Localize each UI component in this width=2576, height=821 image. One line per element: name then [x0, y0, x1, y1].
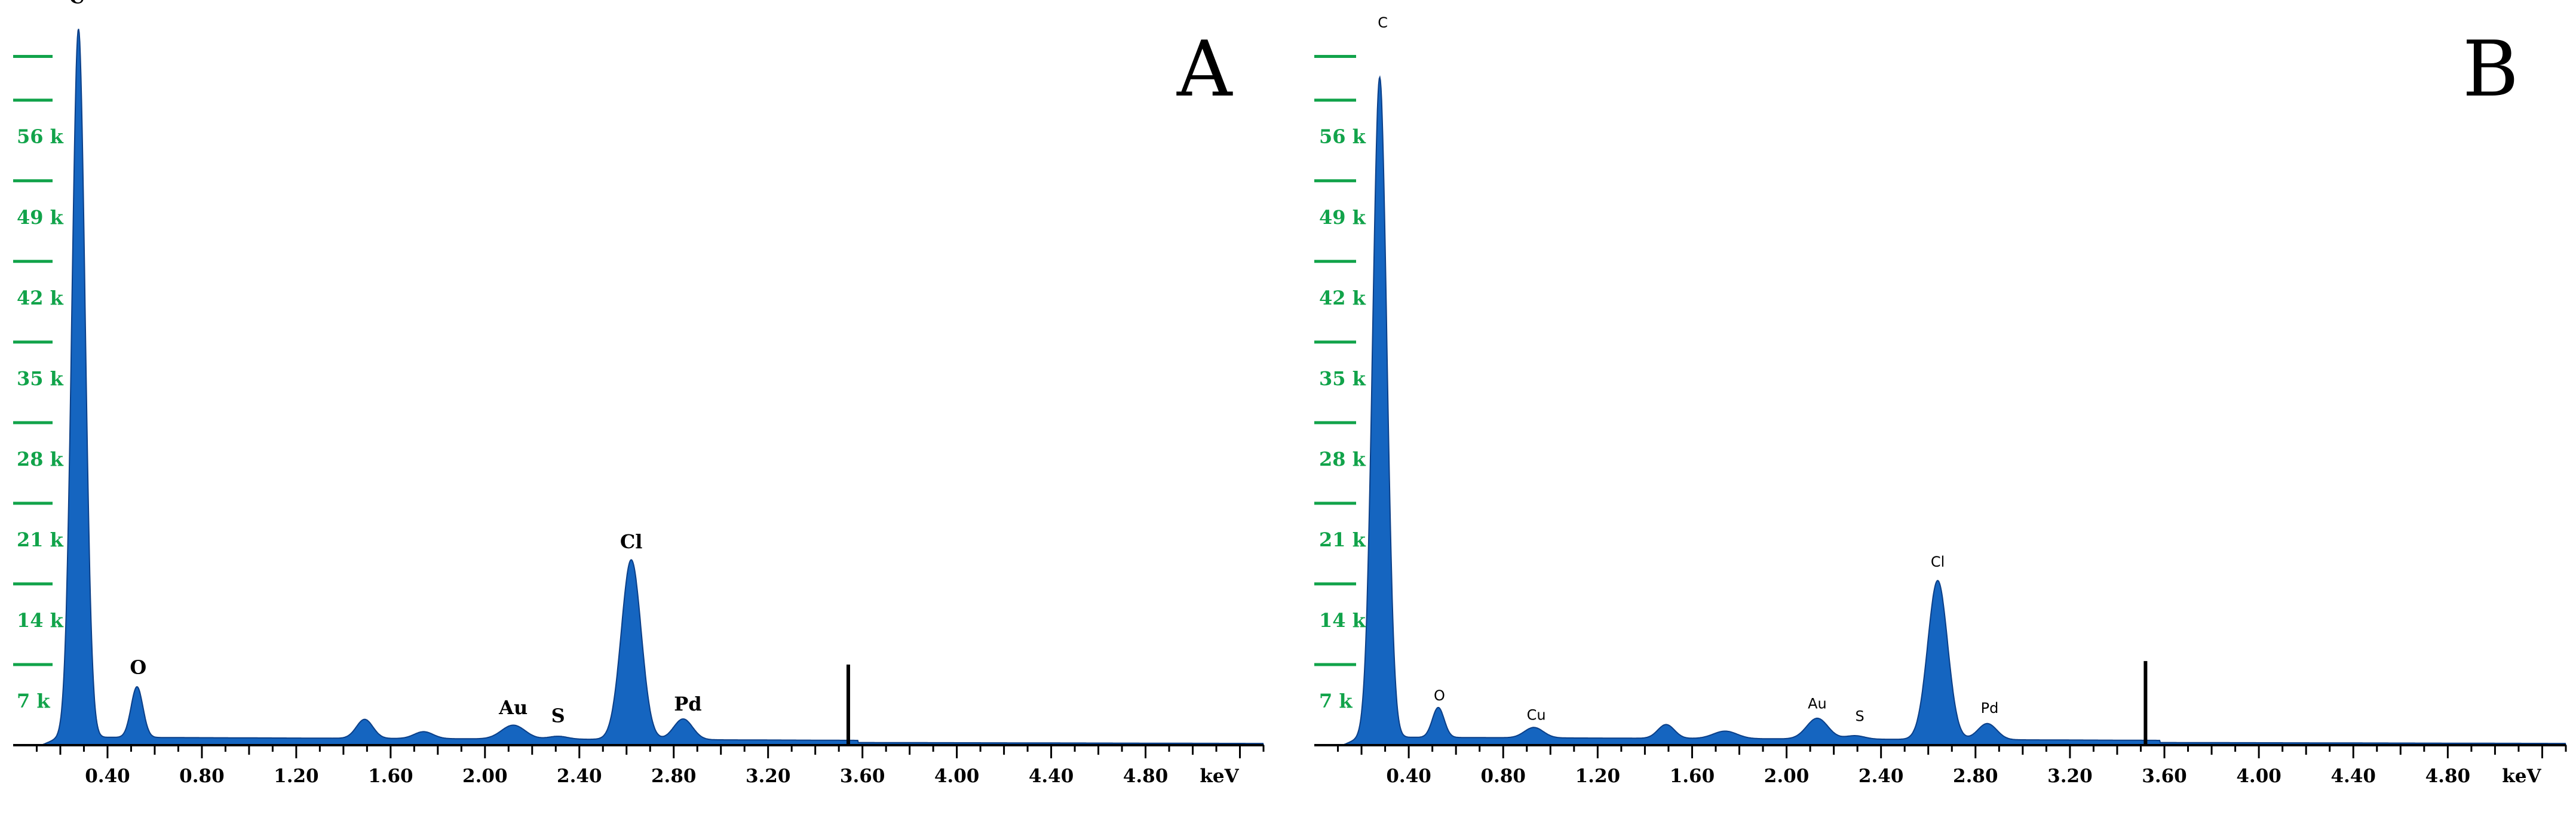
- peak-label: O: [130, 656, 146, 678]
- spectrum-area: [41, 29, 1265, 746]
- x-tick-label: 3.20: [746, 765, 791, 787]
- x-tick-label: 2.80: [1953, 765, 1998, 787]
- y-tick-label: 35 k: [1319, 367, 1366, 390]
- x-axis-unit: keV: [2502, 765, 2541, 787]
- x-tick-label: 3.60: [2142, 765, 2187, 787]
- y-tick-label: 14 k: [1319, 609, 1366, 632]
- y-tick-label: 56 k: [17, 125, 64, 148]
- y-tick-label: 21 k: [17, 528, 64, 551]
- x-tick-label: 0.40: [1386, 765, 1431, 787]
- y-tick-label: 49 k: [1319, 206, 1366, 229]
- y-tick-label: 42 k: [17, 287, 64, 309]
- x-tick-label: 4.40: [2330, 765, 2376, 787]
- y-tick-label: 7 k: [17, 690, 50, 712]
- panel-a: 0.40 0.80 1.20 1.60 2.00 2.40 2.80 3.20 3.60 4.00…: [13, 0, 1265, 787]
- x-tick-label: 0.40: [85, 765, 130, 787]
- x-tick-label: 4.40: [1029, 765, 1074, 787]
- x-tick-label: 2.00: [1764, 765, 1810, 787]
- y-tick-label: 14 k: [17, 609, 64, 632]
- y-tick-label: 49 k: [17, 206, 64, 229]
- spectrum-area: [1342, 75, 2567, 746]
- x-tick-label: 1.20: [1575, 765, 1621, 787]
- peak-label: S: [551, 704, 565, 727]
- x-tick-label: 1.60: [1670, 765, 1715, 787]
- peak-label: Pd: [674, 693, 701, 715]
- x-tick-label: 2.80: [651, 765, 697, 787]
- peak-label: Pd: [1981, 700, 1999, 717]
- x-tick-label: 0.80: [1480, 765, 1526, 787]
- y-tick-label: 21 k: [1319, 528, 1366, 551]
- peak-label: O: [1434, 687, 1445, 704]
- y-tick-label: 42 k: [1319, 287, 1366, 309]
- panel-letter: A: [1176, 25, 1233, 114]
- peak-label: S: [1855, 708, 1864, 724]
- x-tick-label: 4.80: [1123, 765, 1169, 787]
- y-tick-label: 28 k: [17, 448, 64, 471]
- peak-label: Cl: [1931, 554, 1945, 570]
- x-tick-label: 2.00: [462, 765, 508, 787]
- x-tick-label: 4.00: [2236, 765, 2281, 787]
- x-tick-label: 4.80: [2425, 765, 2471, 787]
- y-tick-label: 56 k: [1319, 125, 1366, 148]
- x-tick-label: 4.00: [934, 765, 980, 787]
- peak-label: Au: [1808, 695, 1827, 712]
- x-axis-unit: keV: [1200, 765, 1239, 787]
- peak-label: Au: [498, 696, 528, 719]
- peak-label: Cl: [620, 530, 643, 553]
- x-tick-label: 0.80: [179, 765, 225, 787]
- x-tick-label: 2.40: [557, 765, 602, 787]
- peak-label: C: [69, 0, 84, 8]
- y-tick-label: 7 k: [1319, 690, 1353, 712]
- peak-label: C: [1378, 14, 1388, 31]
- y-tick-label: 35 k: [17, 367, 64, 390]
- y-tick-label: 28 k: [1319, 448, 1366, 471]
- x-tick-label: 1.60: [368, 765, 413, 787]
- x-tick-label: 3.60: [840, 765, 885, 787]
- x-tick-label: 3.20: [2047, 765, 2093, 787]
- x-tick-label: 2.40: [1859, 765, 1904, 787]
- panel-letter: B: [2462, 25, 2519, 114]
- x-tick-label: 1.20: [274, 765, 319, 787]
- panel-b: 0.40 0.80 1.20 1.60 2.00 2.40 2.80 3.20 3.60 4.00…: [1314, 14, 2567, 787]
- peak-label: Cu: [1527, 707, 1546, 724]
